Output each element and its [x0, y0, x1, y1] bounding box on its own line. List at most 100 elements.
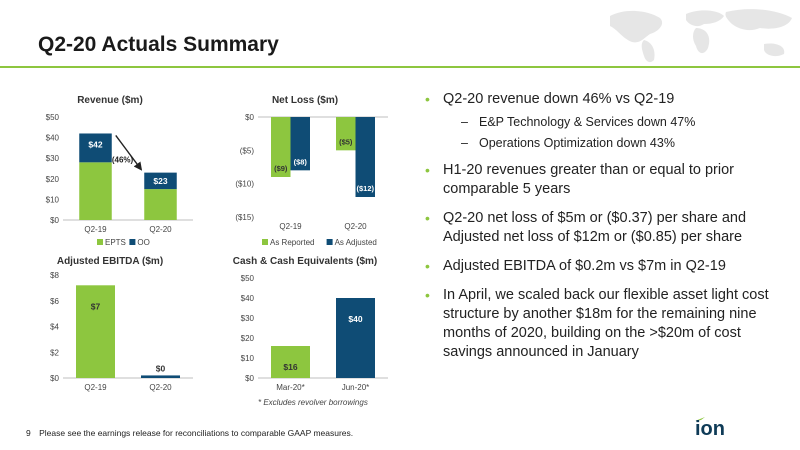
bullet-icon: • [425, 258, 430, 274]
legend-label: OO [137, 238, 149, 247]
legend-swatch [97, 239, 103, 245]
bar-as-reported [271, 117, 291, 177]
y-tick-label: $6 [50, 297, 59, 306]
bullet-icon: • [425, 210, 430, 226]
sub-bullet: – E&P Technology & Services down 47% [443, 114, 785, 130]
bar [271, 346, 310, 378]
bullet-item: • In April, we scaled back our flexible … [425, 286, 785, 362]
y-tick-label: $30 [241, 314, 255, 323]
bar-epts [79, 162, 112, 220]
bullet-item: • H1-20 revenues greater than or equal t… [425, 161, 785, 199]
data-label: ($12) [356, 184, 374, 193]
y-tick-label: $50 [46, 113, 60, 122]
x-tick-label: Q2-20 [149, 225, 172, 234]
net-loss-chart-svg: $0 ($5) ($10) ($15) Q2-19 Q2-20 ($9) ($8) ($5) ($… [235, 113, 388, 247]
y-tick-label: ($10) [235, 180, 254, 189]
y-tick-label: $0 [245, 113, 254, 122]
y-tick-label: $10 [46, 195, 60, 204]
data-label: ($5) [339, 137, 353, 146]
legend-swatch [262, 239, 268, 245]
title-divider [0, 66, 800, 68]
sub-bullet-text: Operations Optimization down 43% [479, 136, 675, 150]
bullet-item: • Adjusted EBITDA of $0.2m vs $7m in Q2-… [425, 257, 785, 276]
chart-title: Net Loss ($m) [271, 95, 339, 106]
y-tick-label: $0 [50, 216, 59, 225]
cash-footnote: * Excludes revolver borrowings [258, 398, 368, 407]
x-tick-label: Mar-20* [276, 383, 304, 392]
bullet-text: In April, we scaled back our flexible as… [443, 287, 769, 360]
sub-bullet: – Operations Optimization down 43% [443, 135, 785, 151]
page-number: 9 [26, 428, 31, 438]
y-tick-label: $0 [50, 374, 59, 383]
data-label: $23 [153, 176, 167, 186]
y-tick-label: $40 [241, 294, 255, 303]
footer: 9 Please see the earnings release for re… [26, 428, 353, 438]
revenue-chart-svg: $0 $10 $20 $30 $40 $50 Q2-19 Q2-20 $42 $23 EPTS OO (… [46, 113, 193, 247]
bullet-icon: • [425, 162, 430, 178]
sub-bullet-text: E&P Technology & Services down 47% [479, 115, 696, 129]
x-tick-label: Q2-19 [84, 225, 107, 234]
bullet-text: Q2-20 net loss of $5m or ($0.37) per sha… [443, 210, 747, 245]
bar-as-reported [336, 117, 356, 151]
cash-chart: Cash & Cash Equivalents ($m) $0 $10 $20 $30… [220, 256, 390, 396]
y-tick-label: $2 [50, 348, 59, 357]
y-tick-label: $20 [241, 334, 255, 343]
legend-label: As Adjusted [335, 238, 377, 247]
footer-note: Please see the earnings release for reco… [39, 428, 354, 438]
bullet-text: H1-20 revenues greater than or equal to … [443, 162, 734, 197]
x-tick-label: Q2-20 [149, 383, 172, 392]
net-loss-chart: Net Loss ($m) $0 ($5) ($10) ($15) Q2-19 Q2-20… [220, 95, 390, 255]
decline-arrow [115, 135, 143, 171]
bar-oo [144, 172, 177, 190]
bullet-text: Q2-20 revenue down 46% vs Q2-19 [443, 91, 675, 107]
x-tick-label: Q2-20 [344, 222, 367, 231]
y-tick-label: $0 [245, 374, 254, 383]
bar-epts [144, 189, 177, 220]
y-tick-label: $50 [241, 274, 255, 283]
legend-label: EPTS [105, 238, 126, 247]
bullet-icon: • [425, 287, 430, 303]
ebitda-chart: Adjusted EBITDA ($m) $0 $2 $4 $6 $8 Q2-19 Q2-2… [25, 256, 195, 396]
dash-icon: – [461, 115, 468, 129]
x-tick-label: Q2-19 [84, 383, 107, 392]
bullet-text: Adjusted EBITDA of $0.2m vs $7m in Q2-19 [443, 258, 726, 274]
change-annotation: (46%) [112, 156, 134, 165]
bullet-icon: • [425, 91, 430, 107]
y-tick-label: ($15) [235, 213, 254, 222]
y-tick-label: $4 [50, 323, 59, 332]
bar [336, 298, 375, 378]
world-map-icon [610, 9, 792, 63]
chart-title: Revenue ($m) [77, 95, 143, 106]
legend-label: As Reported [270, 238, 314, 247]
x-tick-label: Q2-19 [279, 222, 302, 231]
revenue-chart: Revenue ($m) $0 $10 $20 $30 $40 $50 Q2-19 Q2-20… [25, 95, 195, 255]
bullet-item: • Q2-20 revenue down 46% vs Q2-19 – E&P T… [425, 90, 785, 151]
chart-title: Adjusted EBITDA ($m) [56, 256, 164, 267]
data-label: $0 [156, 363, 166, 373]
dash-icon: – [461, 136, 468, 150]
summary-bullets: • Q2-20 revenue down 46% vs Q2-19 – E&P T… [425, 90, 785, 372]
data-label: $42 [88, 139, 102, 149]
data-label: ($8) [294, 157, 308, 166]
ion-logo: ion [695, 417, 725, 437]
data-label: ($9) [274, 164, 288, 173]
bar-as-adjusted [355, 117, 375, 197]
cash-chart-svg: $0 $10 $20 $30 $40 $50 Mar-20* Jun-20* $16 $40 [241, 274, 388, 392]
bar [76, 285, 115, 378]
chart-title: Cash & Cash Equivalents ($m) [232, 256, 378, 267]
y-tick-label: $30 [46, 154, 60, 163]
data-label: $40 [348, 314, 362, 324]
legend-swatch [129, 239, 136, 245]
ebitda-chart-svg: $0 $2 $4 $6 $8 Q2-19 Q2-20 $7 $0 [50, 271, 193, 392]
x-tick-label: Jun-20* [342, 383, 370, 392]
bar-as-adjusted [290, 117, 310, 171]
data-label: $7 [91, 301, 101, 311]
bar-oo [79, 133, 112, 163]
legend-swatch [326, 239, 333, 245]
y-tick-label: $10 [241, 354, 255, 363]
y-tick-label: ($5) [240, 146, 255, 155]
data-label: $16 [283, 362, 297, 372]
y-tick-label: $40 [46, 134, 60, 143]
page-title: Q2-20 Actuals Summary [38, 33, 279, 56]
logo-text: ion [695, 418, 725, 437]
